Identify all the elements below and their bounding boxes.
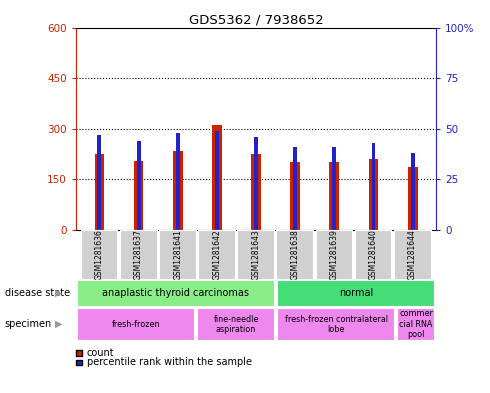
Text: specimen: specimen	[5, 319, 52, 329]
Text: fresh-frozen: fresh-frozen	[112, 320, 160, 329]
Text: anaplastic thyroid carcinomas: anaplastic thyroid carcinomas	[102, 288, 249, 298]
Bar	[95, 154, 104, 230]
Text: GSM1281639: GSM1281639	[330, 229, 339, 280]
FancyBboxPatch shape	[276, 230, 313, 279]
Text: disease state: disease state	[5, 288, 70, 298]
Bar	[137, 141, 141, 230]
FancyBboxPatch shape	[159, 230, 196, 279]
Bar	[411, 153, 415, 230]
FancyBboxPatch shape	[237, 230, 274, 279]
FancyBboxPatch shape	[77, 309, 195, 340]
Bar	[329, 162, 339, 230]
Text: GSM1281643: GSM1281643	[251, 229, 261, 280]
Text: normal: normal	[339, 288, 373, 298]
Bar	[290, 162, 300, 230]
Title: GDS5362 / 7938652: GDS5362 / 7938652	[189, 13, 323, 26]
FancyBboxPatch shape	[397, 309, 435, 340]
Text: percentile rank within the sample: percentile rank within the sample	[87, 357, 252, 367]
Bar	[293, 147, 297, 230]
Text: GSM1281636: GSM1281636	[95, 229, 104, 280]
Bar	[251, 154, 261, 230]
FancyBboxPatch shape	[316, 230, 352, 279]
Bar	[176, 133, 180, 230]
Text: GSM1281640: GSM1281640	[369, 229, 378, 280]
FancyBboxPatch shape	[277, 280, 435, 307]
FancyBboxPatch shape	[277, 309, 394, 340]
Bar	[332, 147, 336, 230]
Text: GSM1281637: GSM1281637	[134, 229, 143, 280]
Text: ▶: ▶	[55, 319, 63, 329]
Bar	[98, 135, 101, 230]
Bar	[408, 167, 417, 230]
Bar	[212, 125, 222, 230]
Text: ▶: ▶	[55, 288, 63, 298]
Text: GSM1281638: GSM1281638	[291, 229, 300, 280]
FancyBboxPatch shape	[77, 280, 274, 307]
FancyBboxPatch shape	[81, 230, 118, 279]
Bar	[173, 151, 183, 230]
Bar	[368, 159, 378, 230]
Bar	[371, 143, 375, 230]
FancyBboxPatch shape	[394, 230, 431, 279]
Text: commer
cial RNA
pool: commer cial RNA pool	[399, 309, 433, 339]
FancyBboxPatch shape	[198, 230, 235, 279]
Text: GSM1281644: GSM1281644	[408, 229, 417, 280]
Text: fresh-frozen contralateral
lobe: fresh-frozen contralateral lobe	[285, 314, 388, 334]
Text: count: count	[87, 347, 114, 358]
Bar	[254, 137, 258, 230]
FancyBboxPatch shape	[120, 230, 157, 279]
Bar	[215, 131, 219, 230]
Text: fine-needle
aspiration: fine-needle aspiration	[213, 314, 259, 334]
FancyBboxPatch shape	[355, 230, 392, 279]
Bar	[134, 161, 144, 230]
Text: GSM1281642: GSM1281642	[212, 229, 221, 280]
Text: GSM1281641: GSM1281641	[173, 229, 182, 280]
FancyBboxPatch shape	[197, 309, 274, 340]
